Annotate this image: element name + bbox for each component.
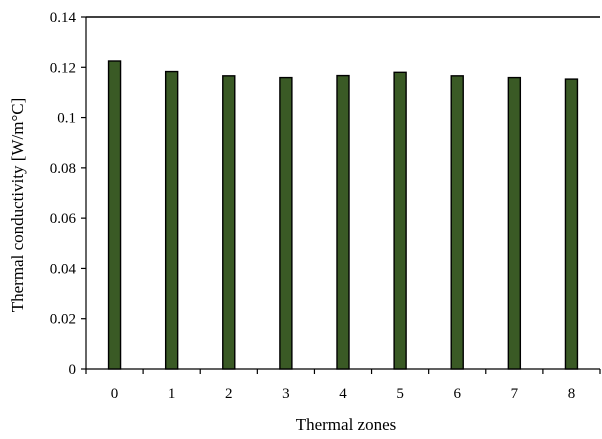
bar-zone-8: [564, 78, 579, 370]
y-tick-label: 0.1: [57, 111, 76, 127]
x-tick-label: 7: [511, 386, 519, 402]
x-tick-label: 4: [339, 386, 347, 402]
bar-zone-3: [279, 76, 293, 370]
bar-zone-6: [450, 75, 464, 370]
y-tick-label: 0.14: [50, 10, 77, 26]
x-tick-label: 6: [453, 386, 461, 402]
y-tick-label: 0.06: [50, 211, 77, 227]
x-tick-label: 0: [111, 386, 119, 402]
y-tick-label: 0.02: [50, 312, 76, 328]
bar-zone-7: [507, 76, 522, 370]
bar-zone-2: [222, 75, 236, 370]
bar-series: [107, 60, 579, 370]
x-tick-label: 8: [568, 386, 576, 402]
y-axis-ticks: 0 0.02 0.04 0.06 0.08 0.1 0.12 0.14: [50, 10, 86, 378]
x-tick-label: 5: [396, 386, 404, 402]
y-tick-label: 0.08: [50, 161, 76, 177]
y-tick-label: 0.04: [50, 261, 77, 277]
y-tick-label: 0.12: [50, 60, 76, 76]
bar-zone-0: [107, 60, 122, 370]
bar-zone-1: [164, 70, 179, 370]
y-tick-label: 0: [69, 362, 77, 378]
x-tick-label: 2: [225, 386, 233, 402]
x-axis-title: Thermal zones: [296, 415, 397, 434]
bar-zone-4: [336, 74, 350, 370]
bar-zone-5: [393, 71, 407, 370]
y-axis-title: Thermal conductivity [W/m°C]: [8, 98, 27, 313]
x-tick-label: 1: [168, 386, 176, 402]
x-tick-label: 3: [282, 386, 290, 402]
x-axis-ticks: 0 1 2 3 4 5 6 7 8: [85, 369, 601, 402]
